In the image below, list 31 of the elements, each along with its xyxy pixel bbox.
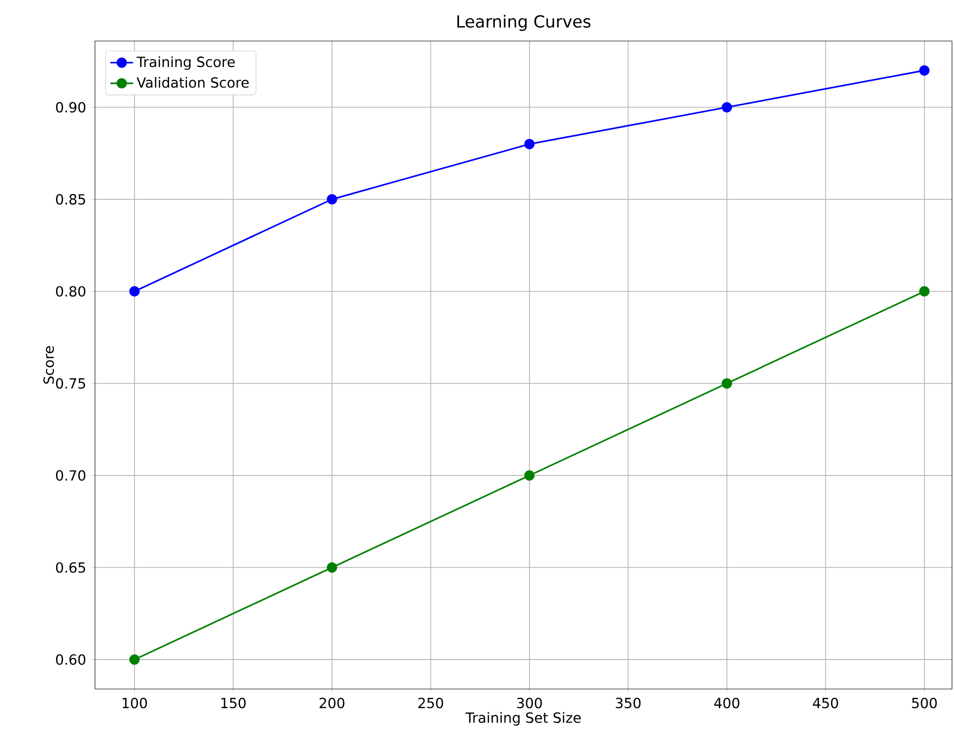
point xyxy=(326,562,338,573)
point xyxy=(919,65,930,76)
x-tick-label: 250 xyxy=(418,698,444,708)
x-tick-label: 400 xyxy=(714,698,740,708)
point xyxy=(722,102,732,112)
point xyxy=(722,378,732,389)
y-tick-label: 0.75 xyxy=(56,378,86,389)
y-axis-title: Score xyxy=(43,346,54,384)
chart-title: Learning Curves xyxy=(457,14,590,31)
point xyxy=(524,138,535,150)
y-tick-label: 0.80 xyxy=(56,286,86,297)
legend-label: Training Score xyxy=(136,56,235,70)
point xyxy=(129,654,140,665)
x-tick-label: 350 xyxy=(616,698,641,708)
point xyxy=(524,470,535,481)
x-tick-label: 300 xyxy=(517,698,542,708)
y-tick-label: 0.70 xyxy=(56,470,86,481)
y-tick-label: 0.90 xyxy=(56,102,86,113)
point xyxy=(919,286,930,297)
x-tick-label: 150 xyxy=(221,698,246,708)
x-tick-label: 450 xyxy=(812,698,838,708)
point xyxy=(129,286,140,297)
x-axis-title: Training Set Size xyxy=(466,712,581,726)
x-tick-label: 200 xyxy=(320,698,344,708)
y-tick-label: 0.60 xyxy=(56,654,86,665)
x-tick-label: 500 xyxy=(912,698,937,708)
legend-label: Validation Score xyxy=(136,76,249,88)
y-tick-label: 0.65 xyxy=(56,562,86,573)
x-tick-label: 100 xyxy=(122,698,147,708)
point xyxy=(326,194,338,205)
y-tick-label: 0.85 xyxy=(56,194,86,205)
